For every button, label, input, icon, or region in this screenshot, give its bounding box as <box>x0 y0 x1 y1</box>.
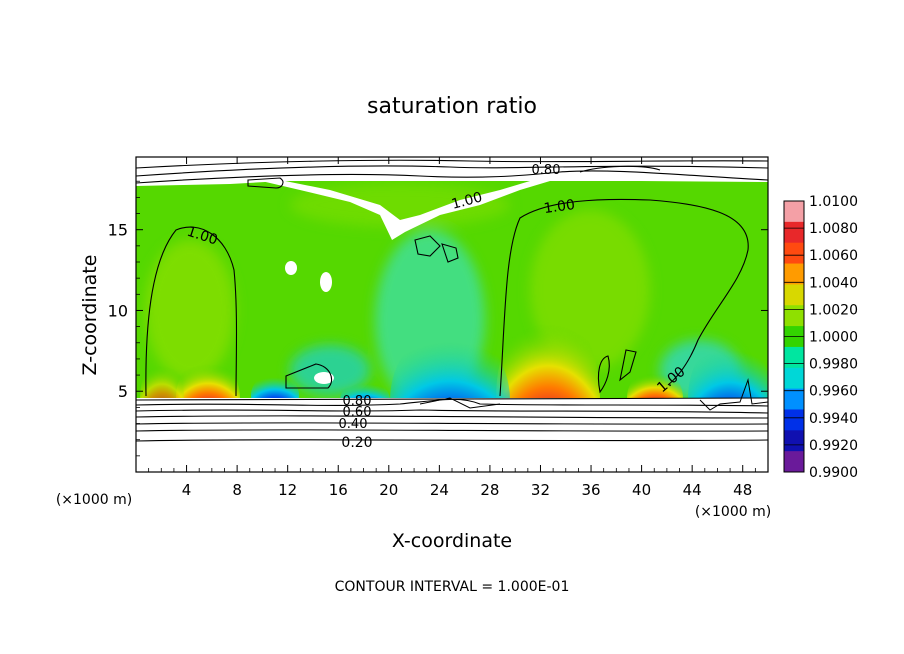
colorbar-label: 1.0040 <box>809 275 858 291</box>
colorbar-swatch <box>784 346 804 369</box>
x-tick-label: 24 <box>430 481 449 499</box>
colorbar-label: 1.0020 <box>809 302 858 318</box>
contour-label: 0.80 <box>343 394 372 409</box>
x-axis-unit: (×1000 m) <box>56 492 132 508</box>
chart-title: saturation ratio <box>367 94 537 119</box>
colorbar-label: 0.9940 <box>809 411 858 427</box>
colorbar: 1.0100 1.0080 1.0060 1.0040 1.0020 1.0000 0.99… <box>783 194 858 481</box>
x-tick-label: 4 <box>182 481 192 499</box>
contour-lines <box>136 159 768 442</box>
x-tick-label: 44 <box>683 481 702 499</box>
contour-label: 1.00 <box>450 189 484 213</box>
colorbar-swatch <box>784 430 804 452</box>
y-tick-label: 5 <box>118 382 128 401</box>
dry-patch <box>314 372 334 384</box>
contour-label: 0.80 <box>532 163 561 178</box>
plot-area <box>136 157 768 472</box>
colorbar-label: 1.0100 <box>809 194 858 210</box>
x-tick-label: 28 <box>480 481 499 499</box>
dry-patch <box>285 261 297 275</box>
colorbar-label: 0.9960 <box>809 384 858 400</box>
x-tick-label: 40 <box>632 481 651 499</box>
x-tick-label: 16 <box>329 481 348 499</box>
colorbar-swatch <box>784 367 804 390</box>
colorbar-swatch <box>784 284 804 306</box>
contour-label: 0.60 <box>343 405 372 420</box>
colorbar-swatch <box>784 201 804 223</box>
colorbar-label: 1.0080 <box>809 221 858 237</box>
x-tick-label: 48 <box>733 481 752 499</box>
contour-lines-detail <box>419 378 768 411</box>
y-tick-label: 10 <box>108 301 128 320</box>
contour-label: 0.40 <box>339 417 368 432</box>
y-axis: 5 10 15 <box>108 180 768 457</box>
dry-streak <box>240 176 560 240</box>
colorbar-label: 0.9980 <box>809 357 858 373</box>
colorbar-swatch <box>784 451 804 473</box>
contour-label: 0.20 <box>341 435 372 451</box>
x-tick-label: 32 <box>531 481 550 499</box>
colorbar-swatch <box>784 242 804 265</box>
contour-interval-note: CONTOUR INTERVAL = 1.000E-01 <box>335 579 570 595</box>
colorbar-swatch <box>784 388 804 410</box>
y-axis-label: Z-coordinate <box>79 255 101 376</box>
colorbar-swatch <box>784 263 804 285</box>
colorbar-label: 1.0000 <box>809 330 858 346</box>
x-axis: 4 8 12 16 20 24 28 32 36 40 44 48 <box>148 157 756 499</box>
x-tick-label: 8 <box>232 481 242 499</box>
colorbar-swatch <box>784 221 804 244</box>
colorbar-swatch <box>784 305 804 327</box>
colorbar-label: 0.9900 <box>809 465 858 481</box>
stable-layer <box>136 398 768 472</box>
dry-patch <box>320 272 332 292</box>
x-tick-label: 12 <box>278 481 297 499</box>
x-axis-label: X-coordinate <box>392 530 512 552</box>
colorbar-label: 0.9920 <box>809 438 858 454</box>
x-tick-label: 20 <box>379 481 398 499</box>
contour-label: 1.00 <box>543 197 576 217</box>
y-tick-label: 15 <box>108 221 128 240</box>
x-tick-label: 36 <box>581 481 600 499</box>
colorbar-swatch <box>784 409 804 431</box>
colorbar-label: 1.0060 <box>809 248 858 264</box>
x-axis-unit-right: (×1000 m) <box>695 504 771 520</box>
